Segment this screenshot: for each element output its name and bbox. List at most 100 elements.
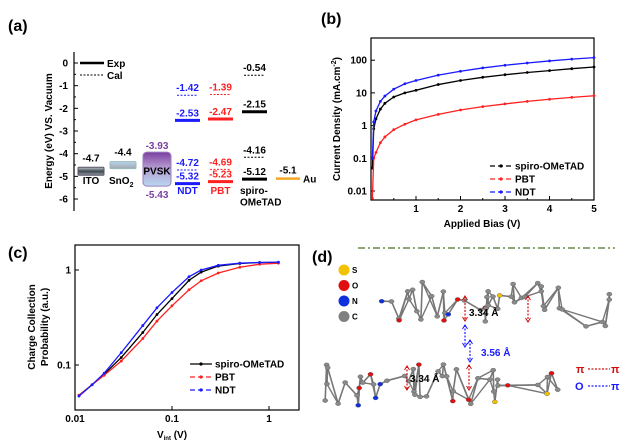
- material-label: SnO2: [109, 176, 134, 189]
- data-point-ndt: [119, 351, 123, 355]
- data-point-ndt: [258, 261, 261, 264]
- atom: [544, 374, 551, 380]
- atom: [450, 398, 456, 404]
- data-point-pbt: [414, 118, 418, 122]
- material-name: SnO: [109, 176, 130, 187]
- atom: [485, 289, 491, 294]
- bond: [421, 281, 438, 317]
- data-point-pbt: [199, 279, 203, 283]
- panel-label-a: (a): [8, 18, 28, 35]
- bond: [512, 283, 516, 303]
- data-point-ndt: [436, 73, 440, 77]
- atom: [606, 291, 613, 297]
- bond: [497, 384, 538, 387]
- data-point-ndt: [503, 63, 507, 67]
- bond: [542, 287, 559, 307]
- legend-marker-pbt: [499, 177, 503, 181]
- data-point-ndt: [570, 57, 574, 61]
- bond: [446, 376, 454, 392]
- atom: [378, 299, 385, 304]
- atom: [494, 377, 501, 382]
- y-axis-label-2: Probability (a.u.): [40, 288, 51, 366]
- atom: [357, 374, 364, 379]
- molecule: [378, 279, 613, 329]
- data-point-ndt: [216, 263, 220, 267]
- atom: [423, 394, 430, 399]
- atom: [404, 289, 411, 294]
- bond: [512, 283, 523, 299]
- bond: [326, 383, 339, 404]
- atom: [356, 385, 362, 391]
- bond: [550, 372, 559, 390]
- bond: [425, 371, 439, 397]
- bond: [585, 321, 603, 328]
- legend-o-left: O: [575, 381, 584, 393]
- level-label: -1.39: [209, 83, 232, 94]
- data-point-ndt: [403, 82, 407, 86]
- data-point-ndt: [102, 371, 106, 375]
- series-line-ndt: [371, 56, 595, 159]
- level-label: -4.72: [176, 158, 199, 169]
- level-label: -2.15: [243, 100, 266, 111]
- pi-pi-arrow-heads: [404, 365, 410, 391]
- atom: [544, 391, 550, 396]
- x-tick-label: 0.01: [65, 414, 85, 425]
- material-sno: -4.4 SnO2: [109, 148, 137, 189]
- legend-marker-ndt: [499, 190, 503, 194]
- data-point-ndt: [90, 383, 94, 387]
- atom: [477, 307, 484, 313]
- pi-pi-arrow-heads: [466, 364, 472, 391]
- o-pi-arrow-heads: [462, 324, 468, 348]
- y-tick-label: 1: [361, 121, 367, 132]
- atom: [428, 293, 435, 299]
- bond: [546, 373, 553, 394]
- material-label: NDT: [177, 186, 198, 197]
- data-point-spiro: [403, 91, 407, 95]
- bond: [477, 369, 494, 379]
- atom-legend-label-s: S: [352, 266, 358, 275]
- atom: [554, 387, 561, 392]
- data-point-ndt: [170, 291, 174, 294]
- data-point-pbt: [379, 141, 382, 145]
- bond: [420, 281, 424, 320]
- data-point-pbt: [141, 337, 145, 340]
- bond: [436, 291, 445, 317]
- data-point-ndt: [155, 306, 159, 310]
- bond: [464, 299, 482, 311]
- panel-label-b: (b): [321, 11, 341, 28]
- legend-pi-right: π: [611, 364, 620, 376]
- x-tick-label: 0.1: [165, 414, 179, 425]
- bond: [326, 367, 339, 404]
- atom: [504, 383, 511, 388]
- data-point-spiro: [383, 101, 387, 105]
- bond: [337, 382, 346, 404]
- atom: [490, 367, 497, 373]
- legend-marker-spiro: [199, 362, 203, 366]
- data-point-pbt: [119, 359, 123, 363]
- y-tick-label: 0.01: [348, 187, 368, 198]
- level-label-bottom: -5.43: [146, 190, 169, 201]
- bond: [561, 308, 603, 323]
- atom: [465, 397, 472, 402]
- data-point-pbt: [238, 265, 242, 269]
- data-point-spiro: [592, 65, 596, 69]
- atom: [342, 380, 348, 385]
- atom-legend-ball-n: [338, 295, 350, 307]
- bond: [411, 289, 418, 312]
- bond: [398, 291, 409, 319]
- atom: [454, 297, 461, 302]
- data-point-spiro: [392, 95, 396, 99]
- bond: [442, 291, 446, 314]
- atom-legend-label-c: C: [352, 313, 358, 322]
- bond: [390, 301, 400, 319]
- material-label: PBT: [211, 186, 231, 197]
- data-point-pbt: [548, 97, 551, 101]
- level-label: -4.16: [243, 145, 266, 156]
- atom: [419, 279, 426, 285]
- level-label: -5.32: [176, 172, 199, 183]
- level-label: -2.53: [176, 108, 199, 119]
- data-point-spiro: [119, 356, 123, 359]
- legend-label-ndt: NDT: [215, 386, 236, 397]
- legend-pi-left: π: [576, 364, 585, 376]
